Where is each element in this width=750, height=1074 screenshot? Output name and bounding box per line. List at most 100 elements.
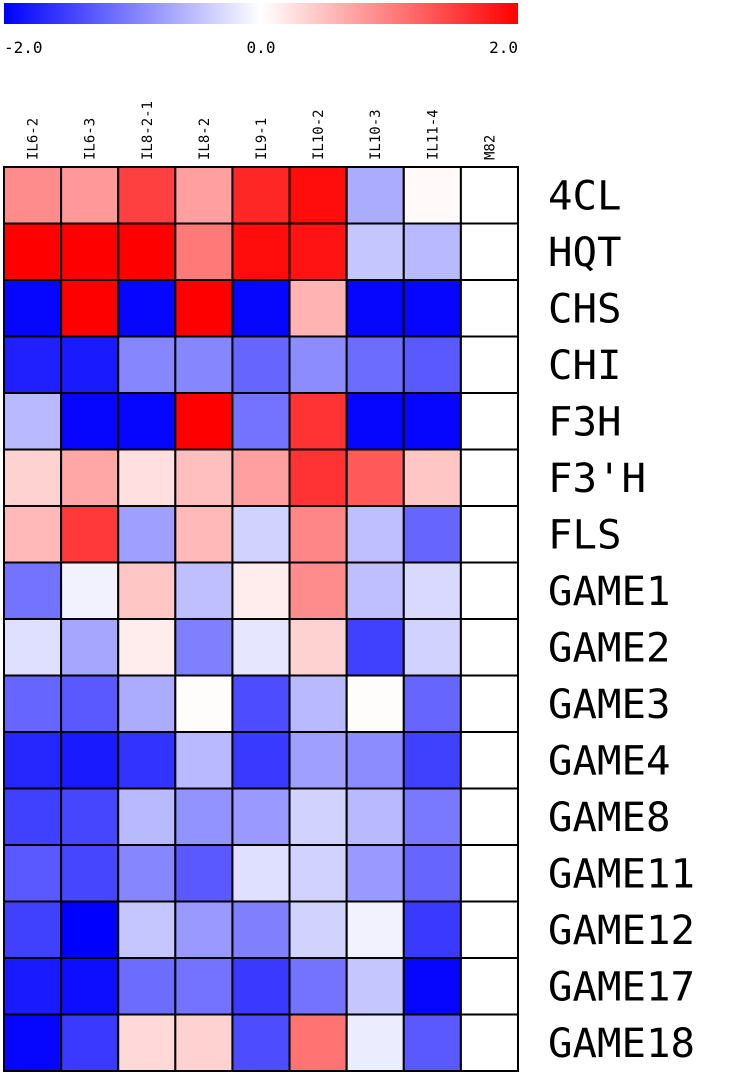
heatmap-cell-4CL-M82: [459, 166, 519, 225]
heatmap-cell-GAME4-IL8-2-1: [117, 731, 177, 790]
heatmap-cell-GAME17-IL6-3: [60, 957, 120, 1016]
row-label-HQT: HQT: [548, 230, 622, 276]
heatmap-cell-GAME11-IL10-3: [345, 844, 405, 903]
row-labels: 4CL HQT CHS CHI F3H F3'H FLS GAME1 GAME2 GAME3 GAM…: [548, 173, 695, 1067]
heatmap-cell-4CL-IL9-1: [231, 166, 291, 225]
heatmap-cell-GAME8-IL10-2: [288, 787, 348, 846]
heatmap-cell-GAME8-IL8-2: [174, 787, 234, 846]
heatmap-cell-GAME11-IL11-4: [402, 844, 462, 903]
row-label-GAME4: GAME4: [548, 738, 671, 784]
heatmap-cell-GAME1-IL6-3: [60, 561, 120, 620]
heatmap-cell-GAME18-M82: [459, 1013, 519, 1072]
heatmap-cell-GAME8-IL8-2-1: [117, 787, 177, 846]
heatmap-cell-GAME2-M82: [459, 618, 519, 677]
heatmap-cell-GAME4-IL6-2: [3, 731, 63, 790]
heatmap-cell-GAME8-IL9-1: [231, 787, 291, 846]
heatmap-cell-CHS-IL6-2: [3, 279, 63, 338]
heatmap-cell-CHS-IL8-2-1: [117, 279, 177, 338]
heatmap-cell-CHS-IL9-1: [231, 279, 291, 338]
colorbar-max-label: 2.0: [489, 38, 518, 57]
heatmap-cell-CHI-IL6-2: [3, 335, 63, 394]
colorbar: [4, 3, 518, 24]
column-label-IL10-3: IL10-3: [368, 109, 384, 160]
heatmap-cell-GAME4-IL10-2: [288, 731, 348, 790]
heatmap-cell-F3H-IL10-3: [345, 392, 405, 451]
colorbar-mid-label: 0.0: [247, 38, 276, 57]
row-label-GAME18: GAME18: [548, 1021, 695, 1067]
heatmap-cell-4CL-IL8-2-1: [117, 166, 177, 225]
heatmap-cell-F3H-IL6-3: [60, 392, 120, 451]
heatmap-cell-4CL-IL10-3: [345, 166, 405, 225]
heatmap-cell-GAME18-IL10-2: [288, 1013, 348, 1072]
heatmap-cell-GAME1-IL10-2: [288, 561, 348, 620]
heatmap-cell-GAME17-IL8-2: [174, 957, 234, 1016]
heatmap-cell-GAME18-IL6-3: [60, 1013, 120, 1072]
row-label-4CL: 4CL: [548, 173, 622, 219]
heatmap-cell-CHI-IL6-3: [60, 335, 120, 394]
colorbar-min-label: -2.0: [4, 38, 43, 57]
heatmap-cell-GAME4-IL6-3: [60, 731, 120, 790]
row-label-GAME2: GAME2: [548, 625, 671, 671]
heatmap-cell-4CL-IL6-3: [60, 166, 120, 225]
heatmap-cell-GAME12-IL11-4: [402, 900, 462, 959]
heatmap-cell-GAME11-IL10-2: [288, 844, 348, 903]
heatmap-cell-HQT-IL6-2: [3, 222, 63, 281]
heatmap-cell-GAME8-IL10-3: [345, 787, 405, 846]
row-label-GAME8: GAME8: [548, 795, 671, 841]
heatmap-cell-GAME2-IL6-3: [60, 618, 120, 677]
heatmap-cell-GAME4-IL10-3: [345, 731, 405, 790]
heatmap-cell-F3'H-M82: [459, 448, 519, 507]
heatmap-cell-HQT-IL10-2: [288, 222, 348, 281]
heatmap-cell-CHI-IL10-3: [345, 335, 405, 394]
heatmap-cell-GAME2-IL11-4: [402, 618, 462, 677]
heatmap-cell-GAME3-IL10-2: [288, 674, 348, 733]
column-label-IL9-1: IL9-1: [254, 118, 270, 160]
heatmap-cell-GAME17-IL11-4: [402, 957, 462, 1016]
heatmap-cell-GAME1-IL6-2: [3, 561, 63, 620]
heatmap-cell-F3H-IL8-2-1: [117, 392, 177, 451]
heatmap-cell-FLS-IL6-3: [60, 505, 120, 564]
heatmap-cells: [3, 166, 519, 1072]
heatmap-cell-GAME1-IL11-4: [402, 561, 462, 620]
heatmap-cell-CHS-IL11-4: [402, 279, 462, 338]
heatmap-cell-GAME3-IL8-2: [174, 674, 234, 733]
heatmap-cell-GAME12-IL9-1: [231, 900, 291, 959]
heatmap-cell-HQT-IL8-2: [174, 222, 234, 281]
heatmap-cell-GAME18-IL8-2-1: [117, 1013, 177, 1072]
column-labels: IL6-2 IL6-3 IL8-2-1 IL8-2 IL9-1 IL10-2 IL10-3 I…: [26, 101, 499, 160]
heatmap-cell-CHI-IL8-2: [174, 335, 234, 394]
heatmap-cell-GAME18-IL6-2: [3, 1013, 63, 1072]
heatmap-cell-GAME1-IL10-3: [345, 561, 405, 620]
heatmap-cell-GAME2-IL9-1: [231, 618, 291, 677]
heatmap-cell-CHI-IL9-1: [231, 335, 291, 394]
heatmap-cell-F3'H-IL10-2: [288, 448, 348, 507]
heatmap-cell-F3H-IL8-2: [174, 392, 234, 451]
heatmap-cell-GAME17-IL9-1: [231, 957, 291, 1016]
heatmap-cell-GAME11-IL8-2-1: [117, 844, 177, 903]
heatmap-cell-CHI-IL10-2: [288, 335, 348, 394]
heatmap-cell-F3H-IL10-2: [288, 392, 348, 451]
heatmap-cell-GAME4-IL11-4: [402, 731, 462, 790]
heatmap-cell-GAME1-IL8-2: [174, 561, 234, 620]
heatmap-cell-CHI-IL8-2-1: [117, 335, 177, 394]
heatmap-cell-GAME11-IL6-3: [60, 844, 120, 903]
heatmap-cell-GAME2-IL8-2: [174, 618, 234, 677]
heatmap-cell-F3'H-IL6-2: [3, 448, 63, 507]
row-label-CHS: CHS: [548, 286, 622, 332]
column-label-IL10-2: IL10-2: [311, 109, 327, 160]
heatmap-cell-F3H-IL9-1: [231, 392, 291, 451]
heatmap-cell-F3'H-IL9-1: [231, 448, 291, 507]
row-label-CHI: CHI: [548, 343, 622, 389]
heatmap-cell-FLS-IL11-4: [402, 505, 462, 564]
row-label-GAME1: GAME1: [548, 569, 671, 615]
heatmap-cell-FLS-IL8-2-1: [117, 505, 177, 564]
column-label-IL6-2: IL6-2: [26, 118, 42, 160]
heatmap-cell-GAME1-M82: [459, 561, 519, 620]
heatmap-cell-F3'H-IL10-3: [345, 448, 405, 507]
heatmap-cell-CHS-IL10-2: [288, 279, 348, 338]
heatmap-cell-GAME3-IL9-1: [231, 674, 291, 733]
heatmap-cell-GAME18-IL10-3: [345, 1013, 405, 1072]
heatmap-cell-GAME8-IL6-2: [3, 787, 63, 846]
heatmap-cell-FLS-IL8-2: [174, 505, 234, 564]
heatmap-cell-GAME4-IL9-1: [231, 731, 291, 790]
